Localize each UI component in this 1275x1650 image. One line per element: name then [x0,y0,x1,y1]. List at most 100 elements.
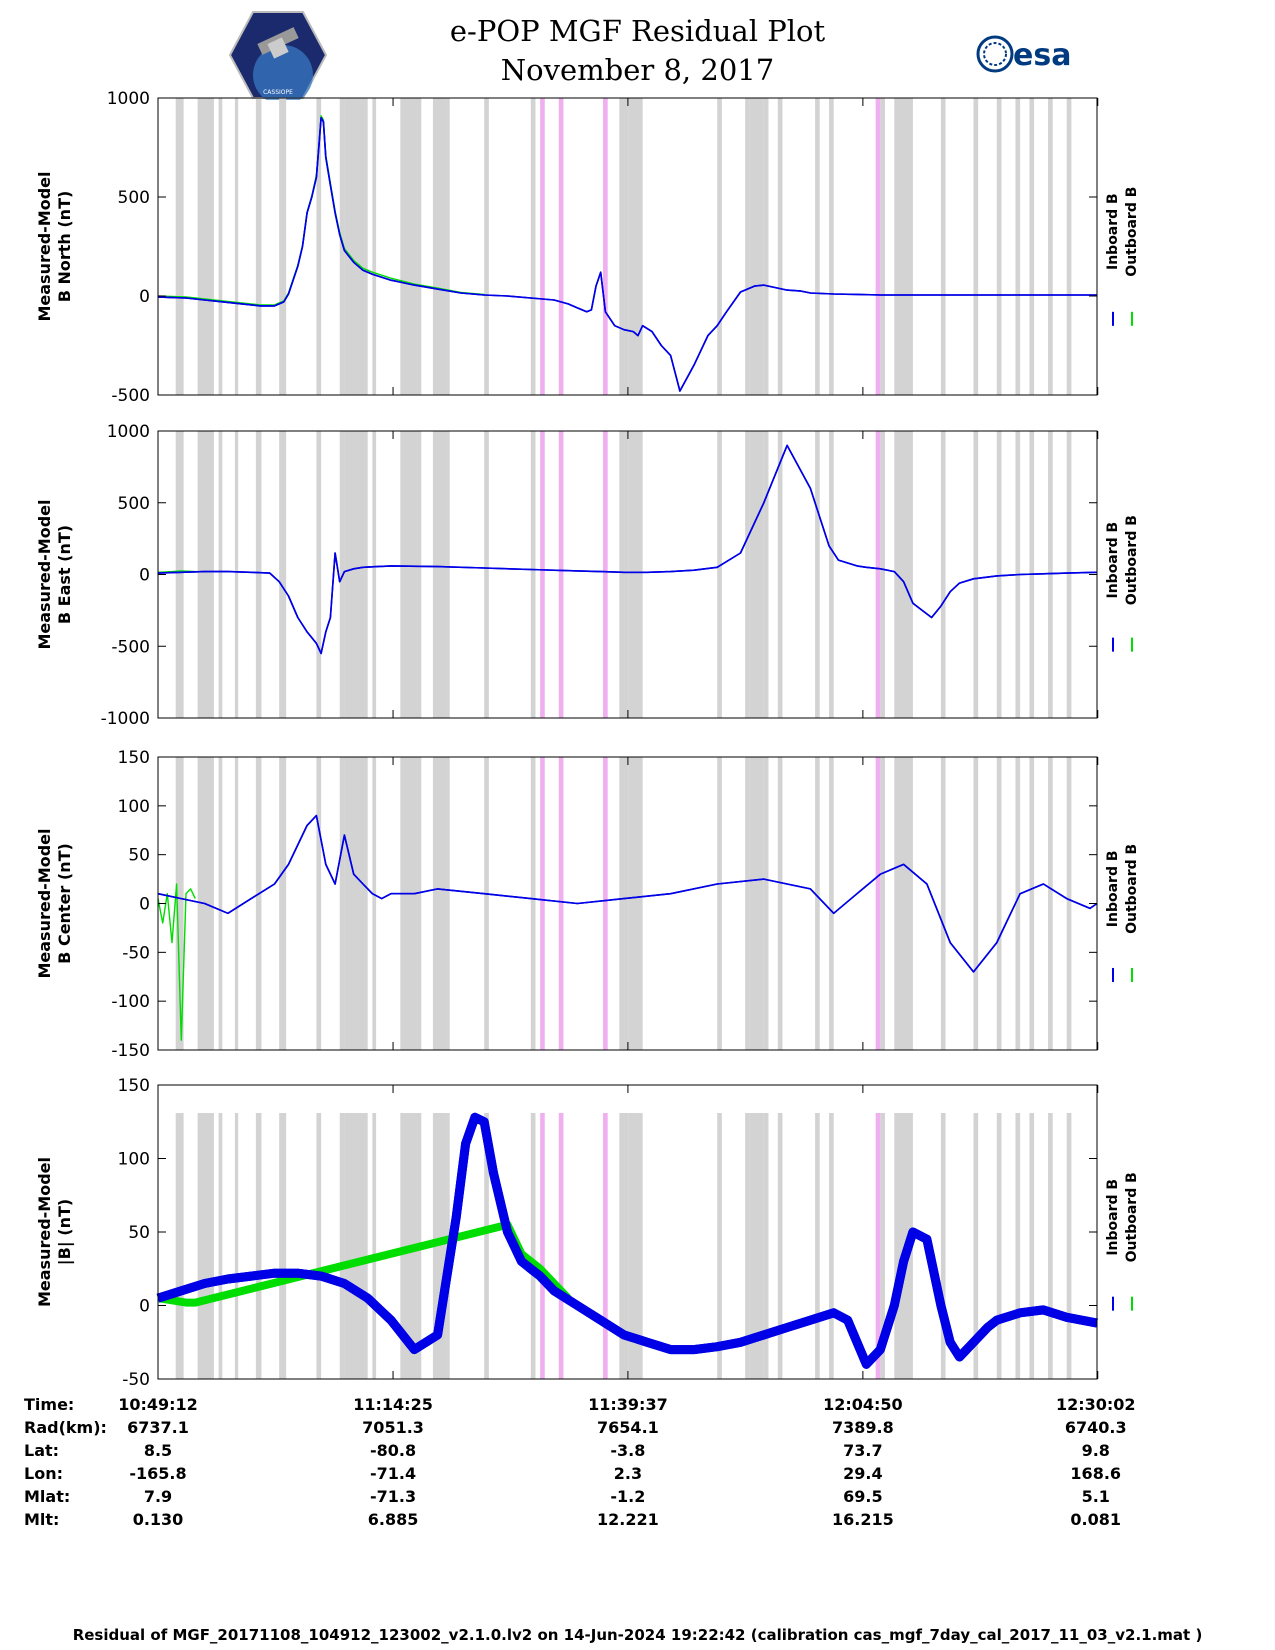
y-tick-label: -100 [111,992,150,1012]
info-row-label: Mlt: [24,1510,60,1529]
flag-band [875,98,881,395]
data-gap-band [432,98,447,395]
inboard-series-line [156,1112,1098,1369]
info-row: Lon: -165.8 -71.4 2.3 29.4 168.6 [0,1464,1275,1488]
data-gap-band [218,1113,223,1379]
data-gap-band [484,1113,489,1379]
data-gap-band [372,757,377,1050]
flag-band [603,98,608,395]
data-gap-band [339,1113,345,1379]
data-gap-band [530,757,536,1050]
data-gap-band [1066,757,1072,1050]
data-gap-band [218,431,223,718]
data-gap-band [344,431,368,718]
legend-label: Outboard B [1124,1172,1140,1262]
y-tick-label: 50 [128,846,150,866]
data-gap-band [996,98,1002,395]
data-gap-band [316,431,322,718]
inboard-series-line [157,444,1098,655]
data-gap-band [763,757,769,1050]
data-gap-band [1029,98,1035,395]
data-gap-band [880,98,885,395]
data-gap-band [339,757,345,1050]
legend-label: Outboard B [1124,515,1140,605]
data-gap-band [829,431,834,718]
y-tick-label: -50 [122,943,150,963]
data-gap-band [400,98,419,395]
panel-east: -1000 -500 0 500 1000 Measured-Model B East (n… [35,422,1140,729]
data-gap-band [279,431,287,718]
info-value: -1.2 [610,1487,646,1506]
flag-band [540,757,545,1050]
data-gap-band [973,431,979,718]
data-gap-band [745,98,750,395]
info-value: 69.5 [843,1487,883,1506]
info-value: 9.8 [1081,1441,1110,1460]
y-tick-label: -50 [122,1370,150,1390]
inboard-series-line [157,814,1098,973]
info-value: -165.8 [129,1464,187,1483]
legend-label: Outboard B [1124,187,1140,277]
data-gap-band [763,98,769,395]
y-tick-label: 1000 [107,422,150,442]
y-tick-label: 500 [118,494,150,514]
data-gap-band [749,1113,764,1379]
flag-band [540,98,545,395]
data-gap-band [279,98,287,395]
info-row-label: Rad(km): [24,1418,107,1437]
data-gap-band [815,757,820,1050]
legend-label: Inboard B [1105,522,1121,599]
data-gap-band [749,431,764,718]
info-row: Time: 10:49:12 11:14:25 11:39:37 12:04:50 12:… [0,1395,1275,1419]
data-gap-band [717,431,722,718]
data-gap-band [717,1113,722,1379]
flag-band [558,431,564,718]
info-value: 73.7 [843,1441,883,1460]
flag-band [540,431,545,718]
data-gap-band [400,431,419,718]
info-value: 6.885 [367,1510,419,1529]
info-value: -71.3 [369,1487,417,1506]
info-value: 16.215 [832,1510,894,1529]
data-gap-band [628,431,643,718]
data-gap-band [484,757,489,1050]
data-gap-band [745,757,750,1050]
flag-band [875,431,881,718]
data-gap-band [234,98,239,395]
y-axis-label: B East (nT) [55,525,74,624]
data-gap-band [717,98,722,395]
legend-label: Inboard B [1105,1179,1121,1256]
data-gap-band [339,431,345,718]
inboard-series-line [157,117,1097,392]
flag-band [558,757,564,1050]
flag-band [558,98,564,395]
data-gap-band [446,98,450,395]
info-value: 0.081 [1070,1510,1122,1529]
data-gap-band [749,757,764,1050]
flag-band [603,1113,608,1379]
data-gap-band [777,1113,783,1379]
data-gap-band [197,1113,214,1379]
info-value: 29.4 [843,1464,883,1483]
data-gap-band [973,1113,979,1379]
info-row-label: Lat: [24,1441,60,1460]
info-row: Mlat: 7.9 -71.3 -1.2 69.5 5.1 [0,1487,1275,1511]
data-gap-band [530,98,536,395]
data-gap-band [484,431,489,718]
y-tick-label: 0 [139,287,150,307]
data-gap-band [175,98,184,395]
y-tick-label: 500 [118,188,150,208]
data-gap-band [880,431,885,718]
data-gap-band [344,98,368,395]
y-axis-label: B North (nT) [55,191,74,303]
data-gap-band [940,1113,946,1379]
data-gap-band [628,757,643,1050]
info-value: 11:14:25 [353,1395,433,1414]
footer-caption: Residual of MGF_20171108_104912_123002_v… [72,1626,1203,1644]
data-gap-band [197,431,214,718]
data-gap-band [619,431,629,718]
flag-band [875,757,881,1050]
info-value: 5.1 [1081,1487,1110,1506]
data-gap-band [484,98,489,395]
